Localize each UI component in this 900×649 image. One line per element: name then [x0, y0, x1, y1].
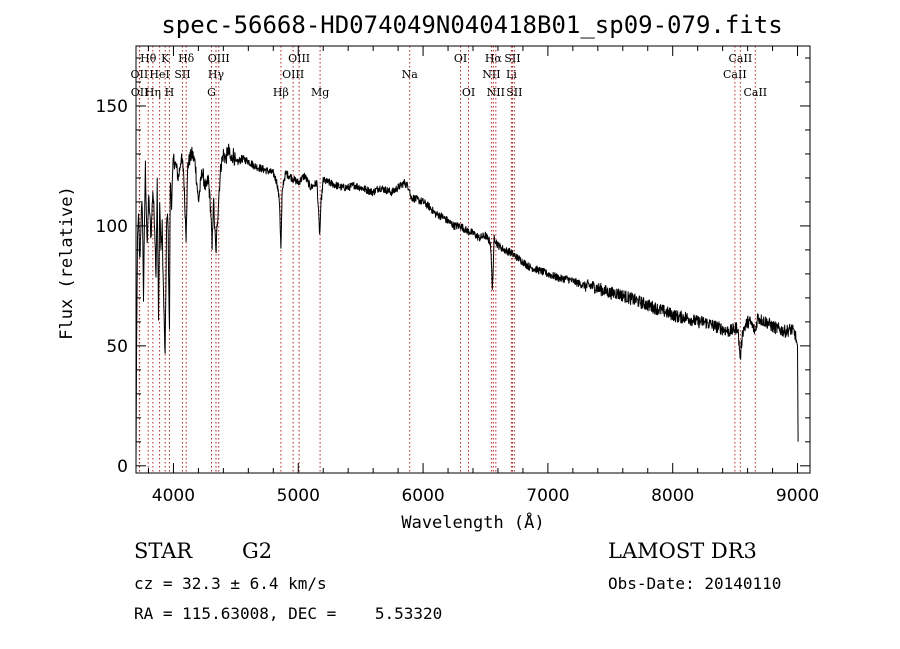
line-label-17: CaII: [723, 68, 747, 81]
plot-axes: 4000 5000 6000 7000 8000 9000 0 50 100 150: [96, 45, 819, 506]
line-label-18: OII: [131, 86, 149, 99]
line-label-13: OIII: [282, 68, 304, 81]
observation-date: Obs-Date: 20140110: [608, 574, 782, 593]
line-label-27: CaII: [743, 86, 767, 99]
line-label-6: Hα: [485, 52, 503, 65]
spectral-line-markers: [138, 46, 756, 473]
y-tick-label-2: 100: [96, 217, 128, 237]
spectrum-series: [135, 143, 799, 466]
x-axis-label: Wavelength (Å): [401, 511, 544, 533]
line-label-11: SII: [174, 68, 190, 81]
y-tick-label-1: 50: [106, 337, 128, 357]
line-label-2: Hδ: [178, 52, 195, 65]
chart-title: spec-56668-HD074049N040418B01_sp09-079.f…: [161, 11, 782, 39]
x-tick-label-4: 8000: [651, 486, 694, 506]
line-label-15: NII: [482, 68, 500, 81]
line-label-21: G: [207, 86, 216, 99]
coordinates: RA = 115.63008, DEC = 5.53320: [134, 604, 443, 623]
line-label-1: K: [161, 52, 170, 65]
line-label-4: OIII: [288, 52, 310, 65]
line-label-24: OI: [462, 86, 475, 99]
object-class: STAR: [134, 539, 193, 563]
x-tick-label-0: 4000: [152, 486, 195, 506]
y-tick-label-0: 0: [117, 457, 128, 477]
line-label-10: HeI: [149, 68, 169, 81]
line-label-8: CaII: [729, 52, 753, 65]
line-label-16: Li: [506, 68, 517, 81]
line-label-22: Hβ: [273, 86, 289, 99]
line-label-3: OIII: [208, 52, 230, 65]
object-subclass: G2: [242, 539, 273, 563]
line-label-14: Na: [402, 68, 419, 81]
x-tick-label-2: 6000: [401, 486, 444, 506]
line-label-23: Mg: [311, 86, 329, 99]
line-label-0: Hθ: [140, 52, 157, 65]
x-tick-label-1: 5000: [277, 486, 320, 506]
redshift-velocity: cz = 32.3 ± 6.4 km/s: [134, 574, 327, 593]
line-label-9: OII: [131, 68, 149, 81]
line-label-7: SII: [504, 52, 520, 65]
y-axis-label: Flux (relative): [57, 186, 77, 340]
x-tick-label-3: 7000: [526, 486, 569, 506]
survey-name: LAMOST DR3: [608, 539, 757, 563]
line-label-25: NII: [487, 86, 505, 99]
x-tick-label-5: 9000: [776, 486, 819, 506]
y-tick-label-3: 150: [96, 97, 128, 117]
line-label-19: Hη: [145, 86, 161, 99]
plot-frame: [135, 45, 811, 474]
line-label-26: SII: [506, 86, 522, 99]
spectrum-line: [135, 143, 799, 466]
line-label-20: H: [165, 86, 175, 99]
line-label-12: Hγ: [208, 68, 225, 81]
line-label-5: OI: [454, 52, 467, 65]
